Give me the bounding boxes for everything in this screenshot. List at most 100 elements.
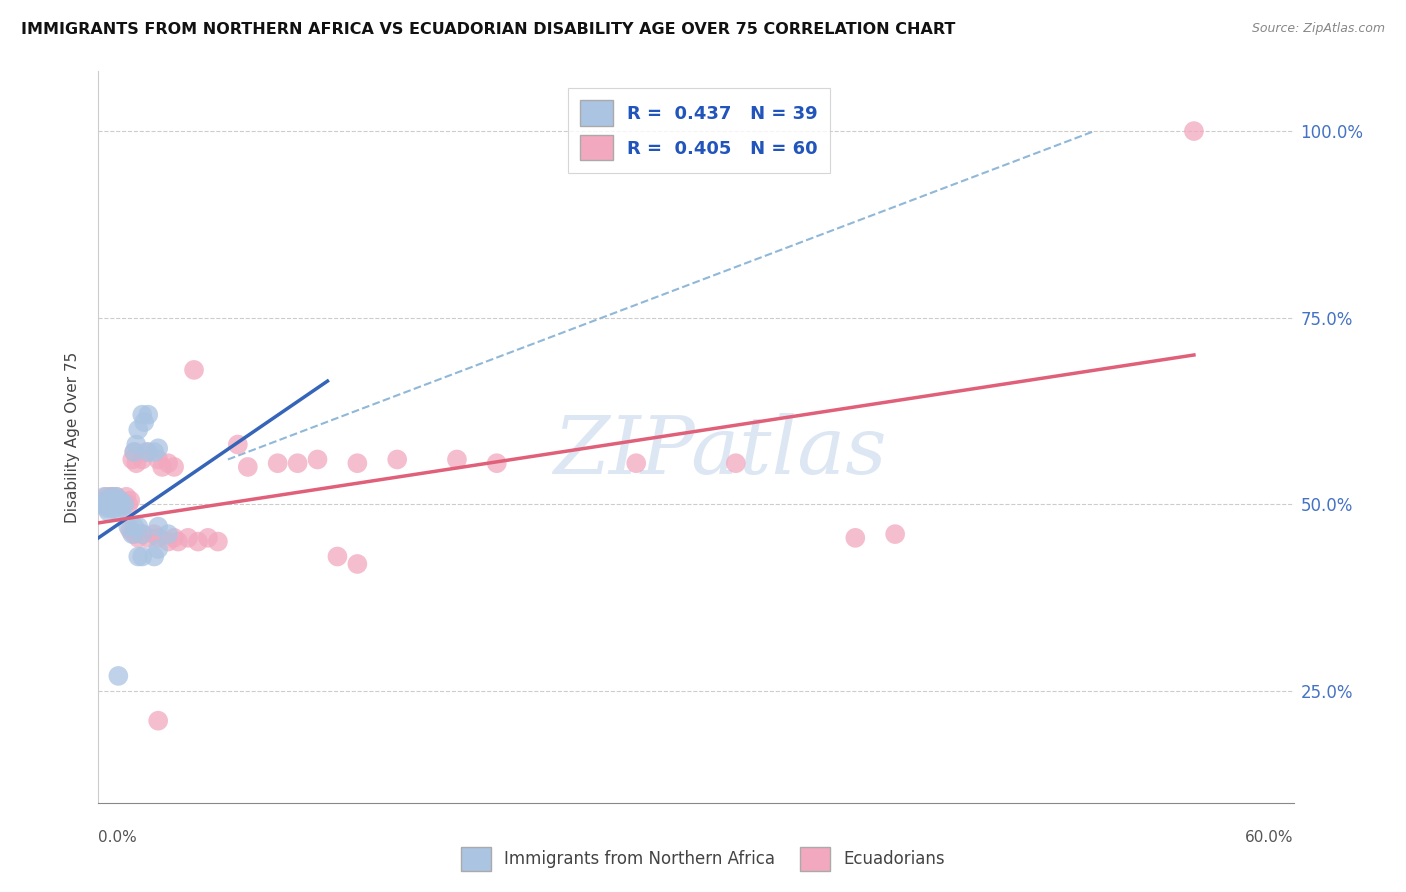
Point	[136, 408, 159, 422]
Point	[485, 456, 508, 470]
Point	[150, 459, 173, 474]
Point	[121, 527, 143, 541]
Point	[91, 497, 114, 511]
Point	[105, 490, 128, 504]
Point	[148, 714, 170, 728]
Point	[148, 542, 170, 557]
Point	[110, 493, 132, 508]
Point	[157, 527, 180, 541]
Point	[148, 531, 170, 545]
Point	[127, 531, 149, 545]
Point	[131, 452, 153, 467]
Point	[226, 437, 249, 451]
Point	[124, 445, 146, 459]
Point	[163, 531, 186, 545]
Point	[385, 452, 409, 467]
Point	[131, 527, 153, 541]
Point	[163, 459, 186, 474]
Point	[197, 531, 219, 545]
Point	[136, 445, 159, 459]
Point	[105, 490, 128, 504]
Point	[98, 500, 122, 515]
Point	[125, 456, 148, 470]
Point	[103, 493, 125, 508]
Point	[148, 442, 170, 456]
Point	[143, 549, 166, 564]
Point	[124, 445, 146, 459]
Text: Source: ZipAtlas.com: Source: ZipAtlas.com	[1251, 22, 1385, 36]
Point	[187, 534, 209, 549]
Point	[346, 557, 368, 571]
Point	[107, 497, 129, 511]
Point	[117, 519, 139, 533]
Point	[326, 549, 349, 564]
Point	[107, 669, 129, 683]
Point	[127, 423, 149, 437]
Legend: Immigrants from Northern Africa, Ecuadorians: Immigrants from Northern Africa, Ecuador…	[453, 839, 953, 880]
Point	[91, 497, 114, 511]
Point	[267, 456, 290, 470]
Point	[131, 527, 153, 541]
Point	[724, 456, 747, 470]
Point	[120, 493, 142, 508]
Point	[101, 497, 124, 511]
Point	[121, 452, 143, 467]
Point	[97, 497, 120, 511]
Point	[112, 497, 135, 511]
Y-axis label: Disability Age Over 75: Disability Age Over 75	[65, 351, 80, 523]
Point	[127, 549, 149, 564]
Point	[307, 452, 329, 467]
Point	[124, 519, 146, 533]
Point	[96, 493, 118, 508]
Point	[157, 534, 180, 549]
Point	[884, 527, 907, 541]
Point	[446, 452, 468, 467]
Point	[96, 499, 118, 513]
Point	[143, 445, 166, 459]
Point	[96, 500, 118, 515]
Point	[844, 531, 866, 545]
Point	[143, 527, 166, 541]
Text: 0.0%: 0.0%	[98, 830, 138, 845]
Point	[183, 363, 205, 377]
Point	[207, 534, 229, 549]
Point	[93, 490, 115, 504]
Point	[98, 493, 122, 508]
Point	[148, 519, 170, 533]
Point	[346, 456, 368, 470]
Point	[101, 490, 124, 504]
Point	[131, 549, 153, 564]
Point	[626, 456, 648, 470]
Point	[134, 415, 156, 429]
Point	[107, 505, 129, 519]
Point	[131, 408, 153, 422]
Point	[96, 490, 118, 504]
Point	[111, 500, 134, 515]
Point	[105, 497, 128, 511]
Point	[148, 452, 170, 467]
Point	[103, 493, 125, 508]
Point	[103, 500, 125, 515]
Point	[127, 519, 149, 533]
Point	[97, 497, 120, 511]
Point	[124, 527, 146, 541]
Point	[101, 490, 124, 504]
Point	[93, 493, 115, 508]
Point	[136, 531, 159, 545]
Point	[125, 437, 148, 451]
Point	[115, 490, 138, 504]
Point	[157, 456, 180, 470]
Point	[110, 493, 132, 508]
Point	[135, 445, 157, 459]
Point	[98, 490, 122, 504]
Point	[177, 531, 200, 545]
Point	[101, 497, 124, 511]
Point	[117, 497, 139, 511]
Legend: R =  0.437   N = 39, R =  0.405   N = 60: R = 0.437 N = 39, R = 0.405 N = 60	[568, 87, 831, 173]
Text: ZIPatlas: ZIPatlas	[553, 413, 887, 491]
Point	[107, 497, 129, 511]
Text: 60.0%: 60.0%	[1246, 830, 1294, 845]
Point	[98, 499, 122, 513]
Point	[287, 456, 309, 470]
Point	[120, 524, 142, 538]
